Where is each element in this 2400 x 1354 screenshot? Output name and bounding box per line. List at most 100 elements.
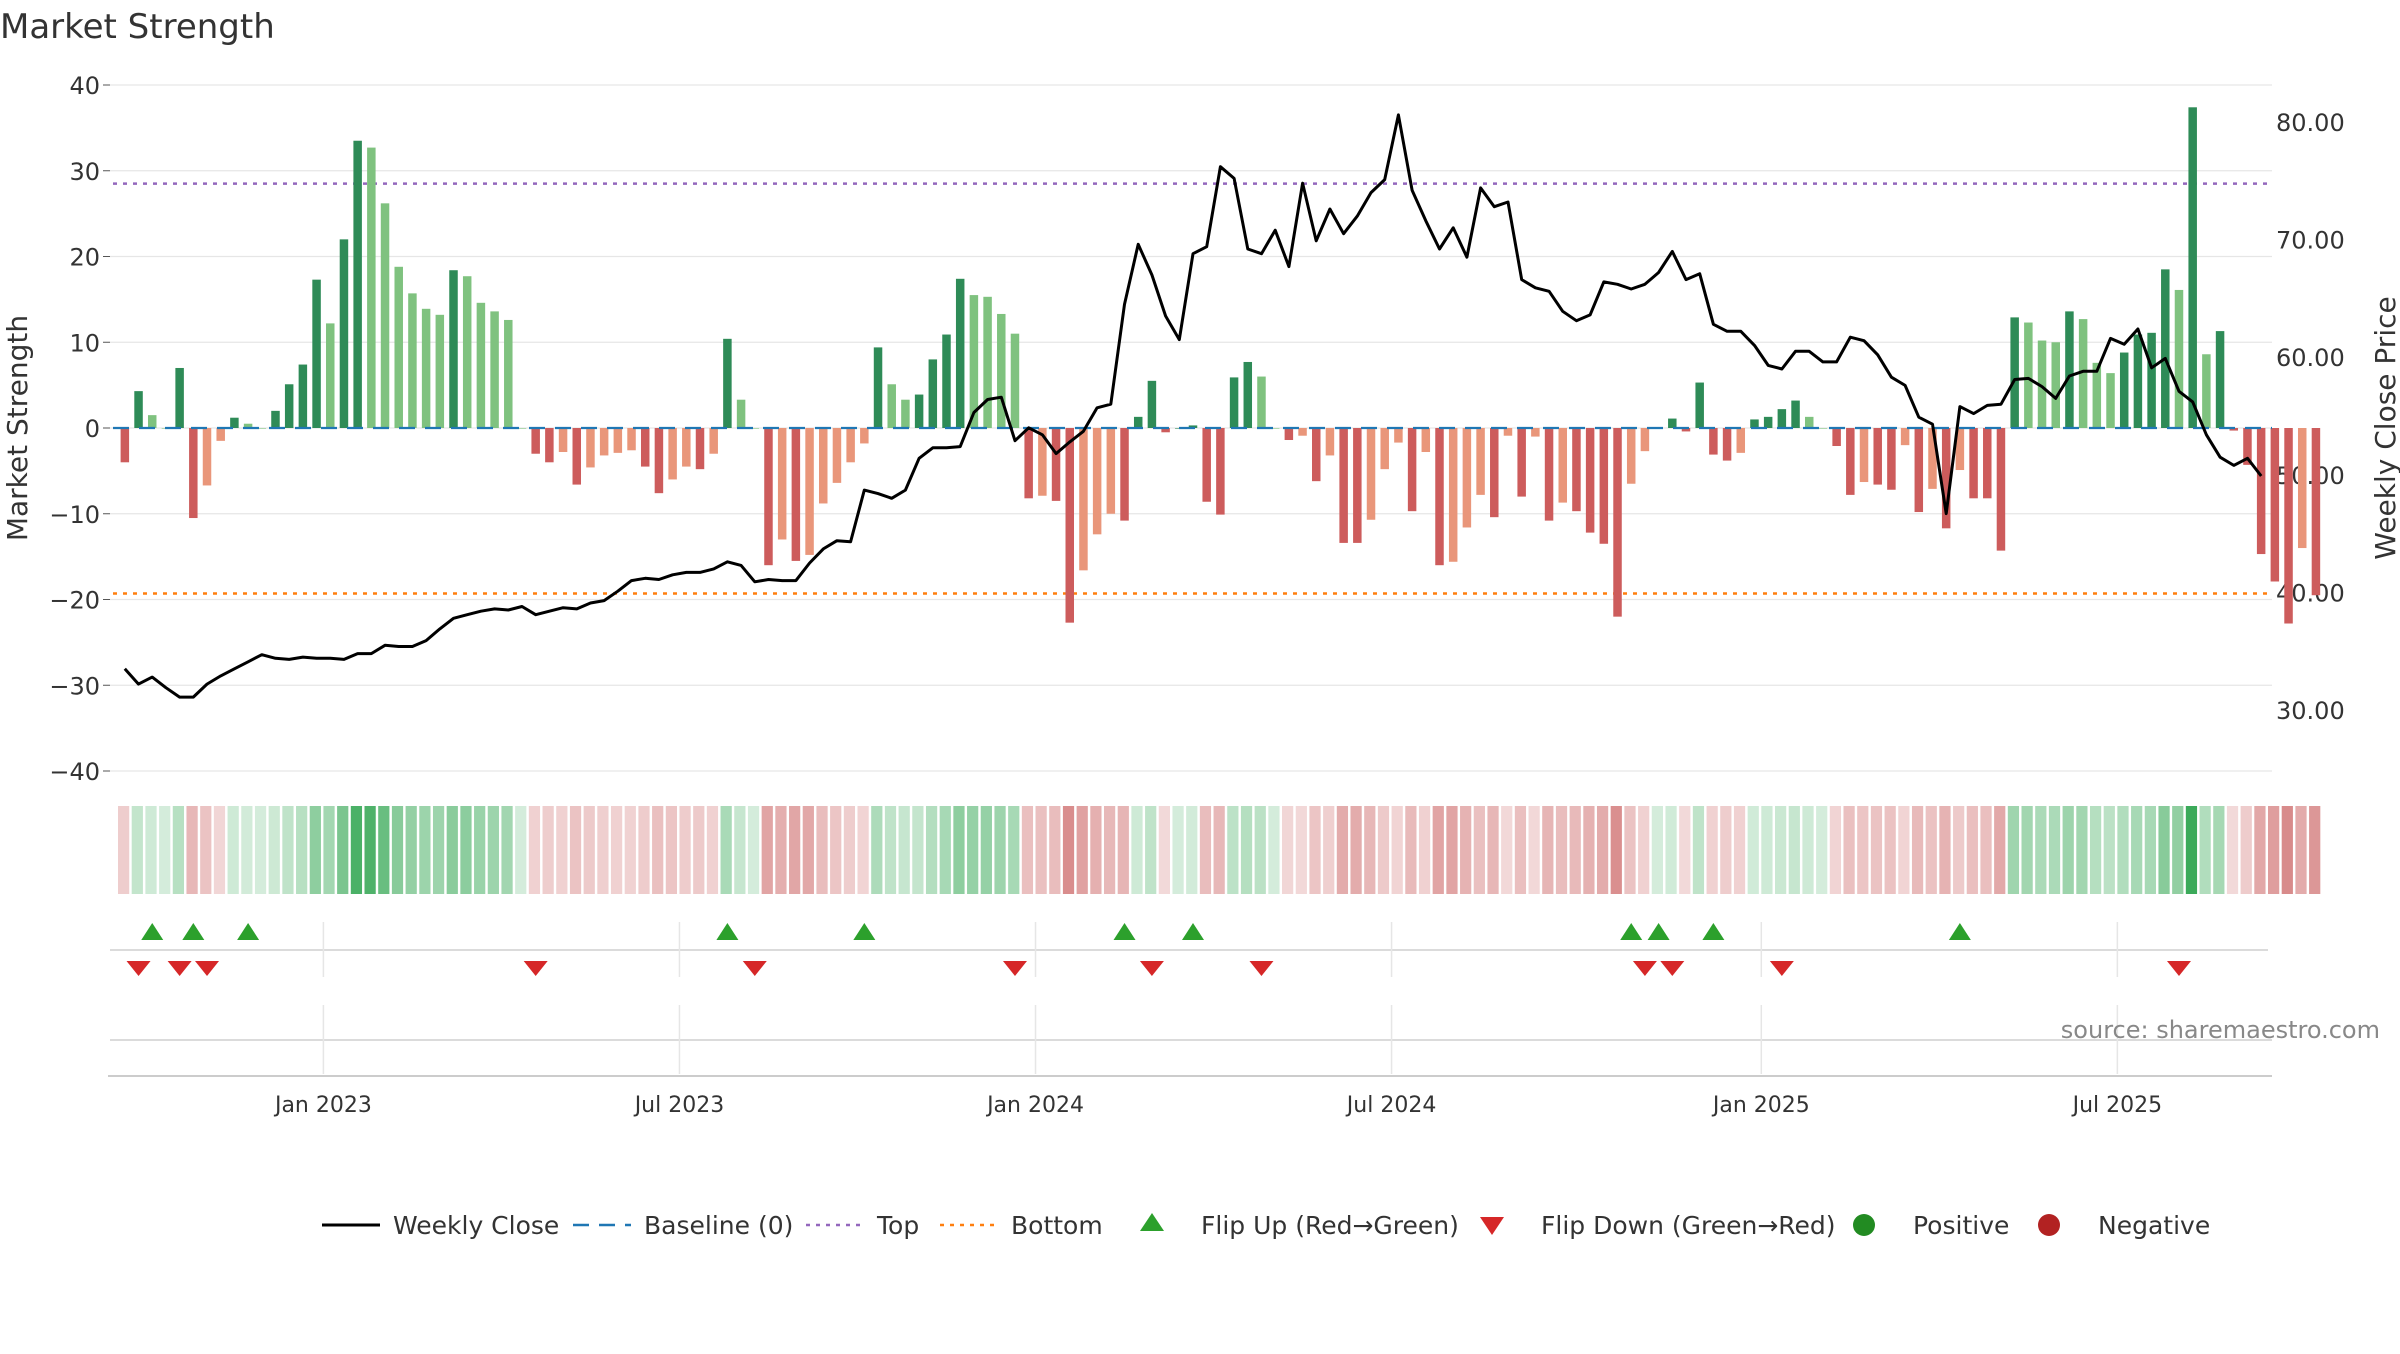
heat-cell [884, 806, 897, 894]
heat-cell [282, 806, 294, 894]
legend-item-top: Top [806, 1211, 919, 1240]
heat-cell [569, 806, 582, 894]
strength-bar [1298, 428, 1307, 436]
x-tick-label: Jan 2025 [1711, 1093, 1810, 1118]
heat-cell [1638, 806, 1650, 894]
heat-cell [1692, 806, 1705, 894]
heat-cell [2199, 806, 2211, 894]
strength-bar [1147, 380, 1157, 428]
heat-cell [145, 806, 157, 894]
heat-cell [665, 806, 677, 894]
strength-bar [832, 428, 842, 483]
heat-cell [953, 806, 965, 894]
strength-bar [1366, 428, 1376, 520]
heat-cell [1103, 806, 1116, 894]
heat-cell [1131, 806, 1143, 894]
strength-bar [736, 399, 746, 428]
strength-bar [1887, 428, 1896, 490]
strength-bar [2161, 269, 2170, 428]
flip-up-marker [1948, 923, 1971, 940]
y-tick-label: 20 [69, 244, 100, 272]
strength-bar [1572, 428, 1581, 512]
heat-cell [200, 806, 212, 894]
flip-up-marker [182, 923, 205, 940]
heat-cell [1816, 806, 1828, 894]
heat-cell [391, 806, 404, 894]
strength-bar [1092, 428, 1102, 535]
strength-bar [805, 428, 814, 555]
strength-bar [1832, 428, 1841, 447]
strength-bar [298, 364, 308, 428]
heat-cell [460, 806, 472, 894]
heat-cell [843, 806, 856, 894]
heat-cell [1542, 806, 1554, 894]
flip-up-marker [1113, 923, 1136, 940]
heat-cell [1596, 806, 1609, 894]
strength-bar [1325, 428, 1335, 456]
strength-bar [723, 338, 732, 428]
flip-down-marker [1632, 961, 1657, 976]
flip-up-marker [141, 923, 164, 940]
heat-cell [2021, 806, 2033, 894]
heat-cell [1829, 806, 1842, 894]
strength-bar [2024, 322, 2033, 428]
strength-bar [901, 399, 910, 428]
heat-cell [2007, 806, 2020, 894]
heat-cell [309, 806, 321, 894]
strength-bar [326, 323, 335, 428]
legend-item-positive: Positive [1853, 1211, 2009, 1240]
strength-bar [2188, 107, 2197, 429]
heat-cell [2268, 806, 2280, 894]
strength-bar [1051, 428, 1061, 501]
strength-bar [1270, 428, 1280, 429]
flip-down-marker [1249, 961, 1274, 976]
strength-bar [640, 428, 650, 467]
heat-cell [816, 806, 828, 894]
strength-bar [1585, 428, 1595, 533]
chart-title: Market Strength [0, 7, 275, 47]
strength-bar [1161, 428, 1170, 433]
strength-bar [586, 428, 595, 468]
heat-cell [2213, 806, 2225, 894]
strength-bar [709, 428, 718, 454]
strength-bar [1873, 428, 1882, 485]
strength-bar [1846, 428, 1855, 495]
strength-bar [243, 423, 253, 428]
heat-cell [2240, 806, 2252, 894]
strength-bar [1229, 377, 1239, 428]
heat-cell [1733, 806, 1746, 894]
heat-cell [268, 806, 280, 894]
strength-bar [1599, 428, 1609, 544]
strength-bar [997, 313, 1006, 428]
heat-cell [2062, 806, 2074, 894]
heat-cell [419, 806, 431, 894]
heat-cell [1323, 806, 1335, 894]
heat-cell [1747, 806, 1759, 894]
heat-cell [296, 806, 308, 894]
strength-bar [1024, 428, 1033, 499]
strength-bar [490, 311, 499, 428]
heat-cell [1487, 806, 1499, 894]
heat-cell [1254, 806, 1266, 894]
strength-bar [476, 302, 486, 428]
heat-cell [2035, 806, 2047, 894]
heat-cell [1145, 806, 1157, 894]
strength-bar [1613, 428, 1622, 617]
strength-bar [1736, 428, 1746, 453]
strength-bar [394, 266, 403, 428]
strength-bar [942, 334, 951, 428]
heat-cell [1857, 806, 1869, 894]
heat-cell [830, 806, 842, 894]
x-tick-label: Jul 2025 [2071, 1093, 2163, 1118]
strength-bar [1914, 428, 1924, 513]
heat-cell [528, 806, 541, 894]
strength-bar [545, 428, 554, 463]
y2-tick-label: 30.00 [2276, 697, 2345, 725]
heat-cell [1624, 806, 1636, 894]
legend-item-baseline: Baseline (0) [573, 1211, 793, 1240]
heat-cell [679, 806, 691, 894]
flip-up-marker [237, 923, 260, 940]
strength-bar [1558, 428, 1567, 503]
strength-bar [2256, 428, 2266, 555]
